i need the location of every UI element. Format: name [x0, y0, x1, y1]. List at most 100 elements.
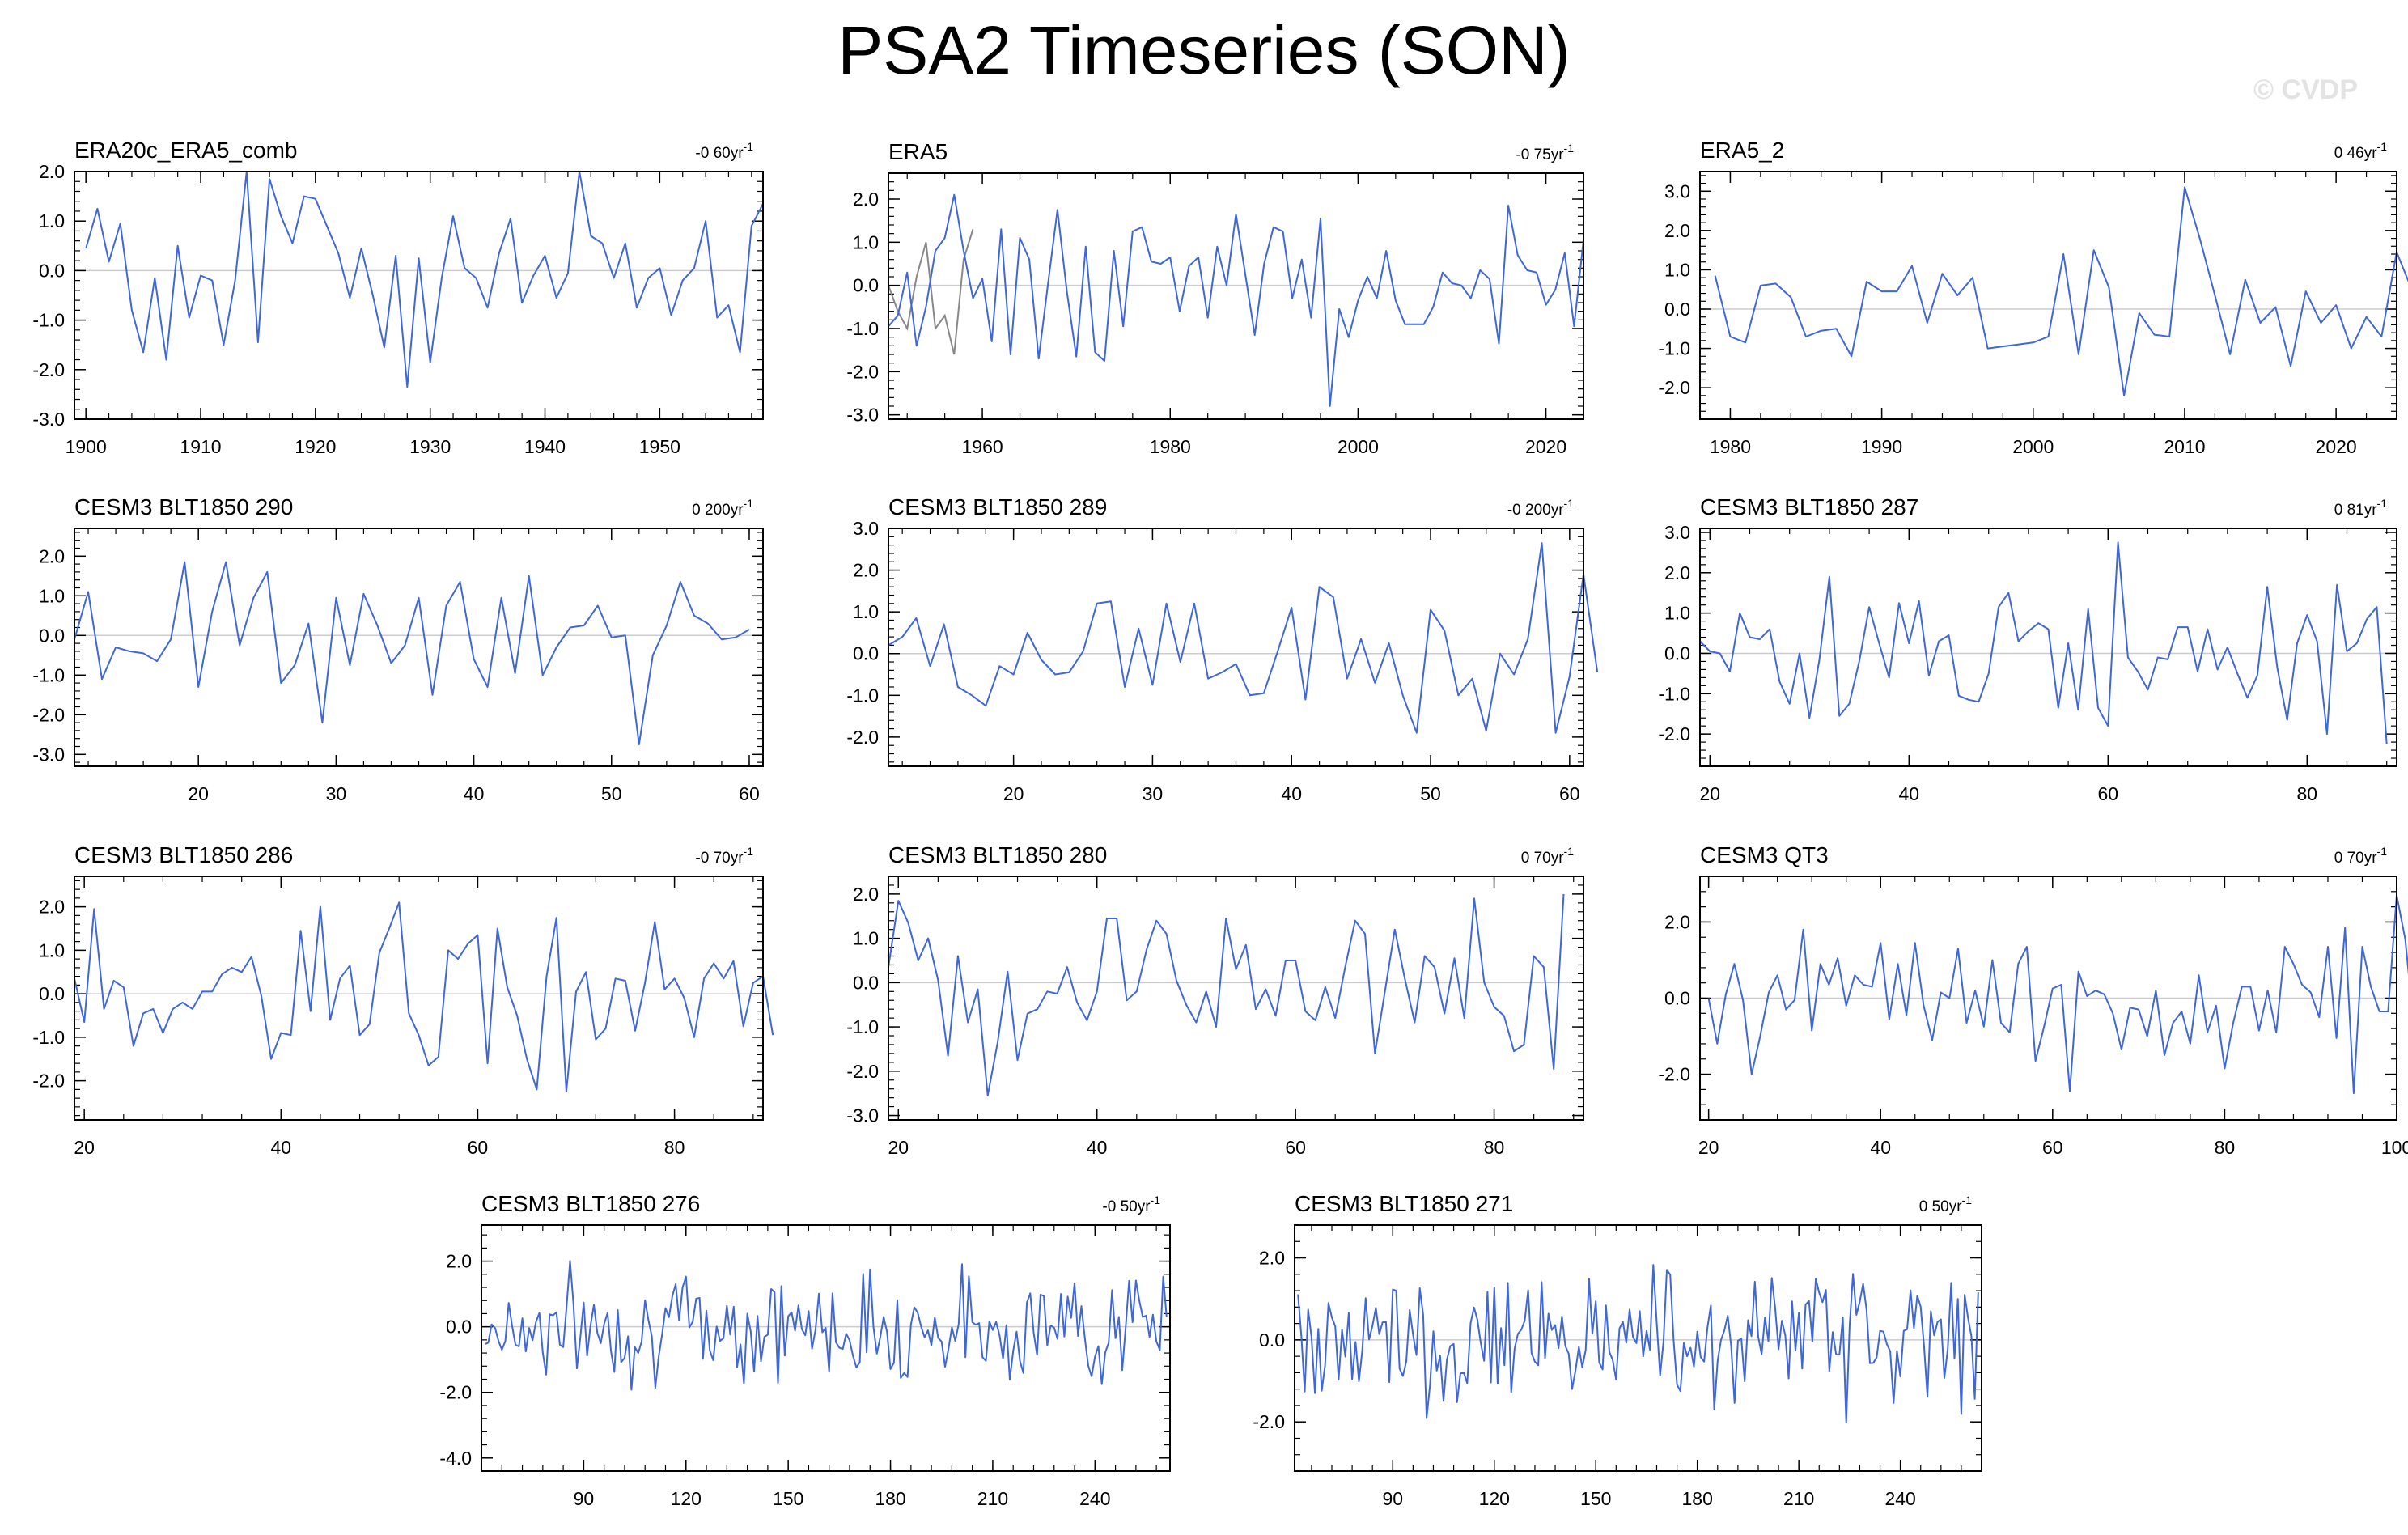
- y-tick-label: -3.0: [32, 744, 65, 765]
- y-tick-label: 0.0: [853, 643, 879, 664]
- x-tick-label: 150: [773, 1488, 803, 1509]
- series-line: [484, 1260, 1168, 1391]
- plot-frame: [1699, 528, 2397, 767]
- y-tick-label: -1.0: [32, 1027, 65, 1048]
- x-tick-label: 1990: [1861, 436, 1902, 457]
- panel-title: CESM3 BLT1850 276: [481, 1191, 700, 1216]
- y-tick-label: 0.0: [39, 260, 65, 281]
- x-tick-label: 30: [326, 783, 347, 804]
- x-tick-label: 50: [601, 783, 622, 804]
- x-tick-label: 80: [2215, 1137, 2236, 1158]
- plot-frame: [481, 1224, 1171, 1472]
- x-tick-label: 60: [468, 1137, 489, 1158]
- x-tick-label: 240: [1884, 1488, 1915, 1509]
- y-tick-label: -2.0: [439, 1382, 472, 1403]
- x-tick-label: 60: [739, 783, 760, 804]
- y-tick-label: 0.0: [853, 972, 879, 993]
- x-tick-label: 80: [664, 1137, 685, 1158]
- y-tick-label: 2.0: [39, 897, 65, 918]
- x-tick-label: 50: [1420, 783, 1441, 804]
- trend-label: -0 60yr-1: [695, 140, 753, 162]
- series-line: [85, 171, 764, 388]
- y-tick-label: 2.0: [853, 189, 879, 210]
- plot-frame: [1294, 1224, 1982, 1472]
- y-tick-label: -1.0: [32, 310, 65, 331]
- x-tick-label: 60: [2042, 1137, 2063, 1158]
- x-tick-label: 20: [1698, 1137, 1719, 1158]
- series-line: [888, 193, 1584, 407]
- x-tick-label: 40: [1870, 1137, 1891, 1158]
- chart-panel-5: -2.0 -1.0 0.0 1.0 2.0 3.0 20 30 40 50 60 CESM3 BLT1…: [846, 494, 1599, 804]
- x-tick-label: 1920: [295, 436, 336, 457]
- chart-panel-7: -2.0 -1.0 0.0 1.0 2.0 20 40 60 80 CESM3 BLT1850 2…: [32, 842, 774, 1158]
- trend-label: -0 75yr-1: [1516, 142, 1574, 163]
- x-tick-label: 40: [271, 1137, 292, 1158]
- panel-title: ERA5_2: [1700, 138, 1784, 163]
- y-tick-label: 0.0: [1259, 1329, 1285, 1351]
- panel-title: CESM3 BLT1850 290: [74, 494, 293, 519]
- plot-frame: [74, 876, 764, 1121]
- x-tick-label: 1960: [961, 436, 1003, 457]
- chart-panel-11: -2.0 0.0 2.0 90 120 150 180 210 240 CESM3 BLT1850…: [1253, 1191, 1982, 1509]
- x-tick-label: 150: [1580, 1488, 1611, 1509]
- panel-title: CESM3 BLT1850 286: [74, 842, 293, 867]
- y-tick-label: 2.0: [853, 884, 879, 905]
- y-tick-label: 1.0: [853, 231, 879, 252]
- chart-panel-6: -2.0 -1.0 0.0 1.0 2.0 3.0 20 40 60 80 CESM3 BLT185…: [1658, 494, 2397, 804]
- page-title: PSA2 Timeseries (SON): [837, 12, 1571, 88]
- x-tick-label: 20: [188, 783, 209, 804]
- y-tick-label: -2.0: [846, 1061, 879, 1082]
- x-tick-label: 60: [1285, 1137, 1306, 1158]
- y-tick-label: 2.0: [853, 560, 879, 581]
- y-tick-label: 2.0: [1664, 220, 1690, 241]
- y-tick-label: -1.0: [846, 685, 879, 706]
- y-tick-label: -2.0: [32, 704, 65, 725]
- series-line: [74, 901, 774, 1093]
- series-line: [888, 542, 1599, 734]
- x-tick-label: 1950: [639, 436, 680, 457]
- y-tick-label: -2.0: [32, 1071, 65, 1092]
- panel-title: CESM3 BLT1850 287: [1700, 494, 1918, 519]
- plot-frame: [1699, 171, 2397, 420]
- y-tick-label: 3.0: [1664, 180, 1690, 201]
- x-tick-label: 80: [1484, 1137, 1505, 1158]
- y-tick-label: 2.0: [446, 1251, 472, 1272]
- y-tick-label: -1.0: [1658, 338, 1690, 359]
- y-tick-label: -1.0: [32, 664, 65, 685]
- x-tick-label: 90: [1382, 1488, 1403, 1509]
- trend-label: 0 50yr-1: [1919, 1194, 1972, 1215]
- series-line: [1297, 1264, 1979, 1424]
- x-tick-label: 20: [888, 1137, 909, 1158]
- y-tick-label: -2.0: [846, 361, 879, 382]
- y-tick-label: 1.0: [39, 939, 65, 960]
- chart-panel-10: -4.0 -2.0 0.0 2.0 90 120 150 180 210 240 CESM3 BLT…: [439, 1191, 1171, 1509]
- x-tick-label: 2020: [2316, 436, 2357, 457]
- x-tick-label: 60: [2098, 783, 2119, 804]
- x-tick-label: 1980: [1150, 436, 1191, 457]
- y-tick-label: 1.0: [39, 210, 65, 231]
- panel-title: CESM3 BLT1850 289: [888, 494, 1107, 519]
- y-tick-label: 0.0: [39, 625, 65, 646]
- x-tick-label: 120: [671, 1488, 702, 1509]
- trend-label: 0 70yr-1: [2334, 845, 2387, 867]
- x-tick-label: 2020: [1525, 436, 1566, 457]
- x-tick-label: 100: [2381, 1137, 2408, 1158]
- x-tick-label: 30: [1143, 783, 1164, 804]
- x-tick-label: 20: [74, 1137, 95, 1158]
- x-tick-label: 20: [1700, 783, 1721, 804]
- y-tick-label: -1.0: [846, 1016, 879, 1037]
- x-tick-label: 240: [1079, 1488, 1110, 1509]
- x-tick-label: 80: [2297, 783, 2318, 804]
- x-tick-label: 40: [1899, 783, 1920, 804]
- x-tick-label: 180: [875, 1488, 905, 1509]
- trend-label: -0 200yr-1: [1507, 497, 1574, 519]
- x-tick-label: 20: [1003, 783, 1024, 804]
- x-tick-label: 40: [464, 783, 485, 804]
- y-tick-label: -2.0: [1658, 377, 1690, 398]
- y-tick-label: 0.0: [853, 275, 879, 296]
- y-tick-label: 1.0: [853, 601, 879, 622]
- y-tick-label: 0.0: [39, 983, 65, 1004]
- panel-title: ERA20c_ERA5_comb: [74, 138, 297, 163]
- x-tick-label: 1940: [524, 436, 566, 457]
